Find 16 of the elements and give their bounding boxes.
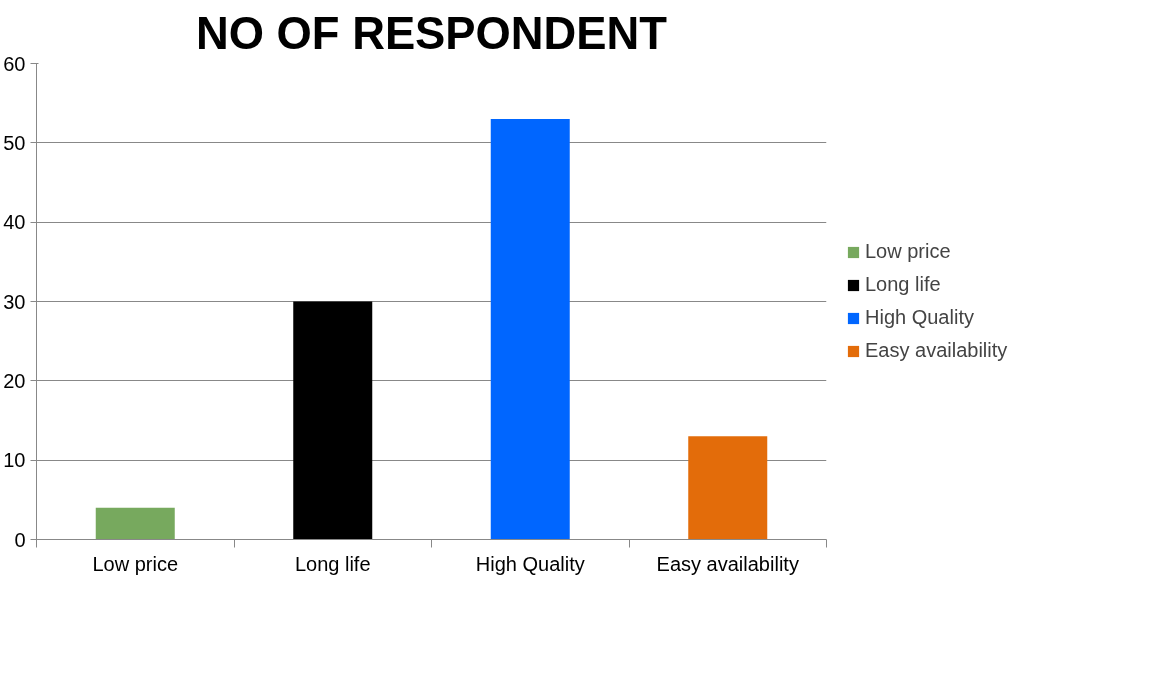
- y-tick-label: 10: [3, 449, 26, 472]
- y-tick-label: 0: [14, 528, 26, 551]
- legend-label: Easy availability: [865, 339, 1008, 362]
- legend-label: High Quality: [865, 306, 974, 329]
- y-tick-label: 30: [3, 290, 26, 313]
- y-tick-label: 20: [3, 369, 26, 392]
- x-tick-label: Low price: [92, 552, 179, 575]
- y-tick-label: 60: [3, 52, 26, 75]
- x-tick-label: Easy availability: [656, 552, 799, 575]
- legend-label: Low price: [865, 240, 951, 263]
- chart-title: NO OF RESPONDENT: [196, 7, 668, 59]
- x-tick-label: Long life: [294, 552, 371, 575]
- legend-label: Long life: [865, 273, 941, 296]
- y-tick-label: 40: [3, 211, 26, 234]
- y-tick-label: 50: [3, 131, 26, 154]
- x-tick-label: High Quality: [475, 552, 585, 575]
